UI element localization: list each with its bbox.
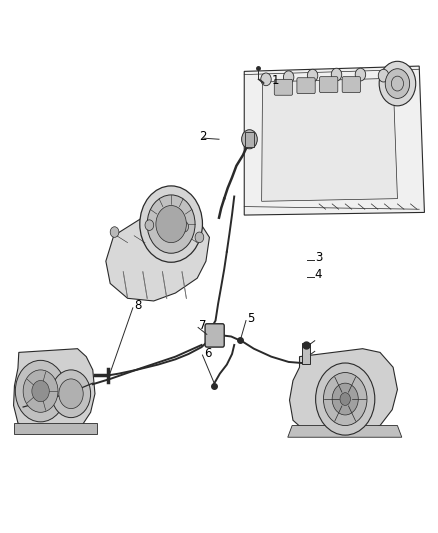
Circle shape (145, 220, 154, 230)
Circle shape (242, 130, 257, 149)
Polygon shape (14, 349, 95, 432)
Circle shape (110, 227, 119, 237)
Text: 1: 1 (271, 74, 279, 86)
FancyBboxPatch shape (14, 423, 97, 433)
FancyBboxPatch shape (153, 209, 188, 237)
Circle shape (15, 360, 66, 422)
Circle shape (156, 206, 186, 243)
Text: 4: 4 (315, 268, 322, 281)
Circle shape (23, 370, 58, 413)
Text: 5: 5 (247, 312, 254, 325)
Circle shape (331, 68, 342, 81)
Circle shape (140, 186, 202, 262)
FancyBboxPatch shape (205, 324, 224, 347)
Circle shape (195, 232, 204, 243)
Polygon shape (290, 349, 397, 432)
Circle shape (307, 69, 318, 82)
Text: 8: 8 (134, 299, 141, 312)
Polygon shape (106, 215, 209, 301)
FancyBboxPatch shape (245, 132, 254, 147)
Circle shape (355, 68, 366, 81)
Circle shape (379, 61, 416, 106)
FancyBboxPatch shape (342, 77, 360, 93)
Circle shape (332, 383, 358, 415)
Circle shape (385, 69, 410, 99)
Circle shape (316, 363, 375, 435)
Polygon shape (261, 78, 397, 201)
Circle shape (283, 71, 294, 84)
Circle shape (340, 393, 350, 406)
Circle shape (147, 195, 195, 253)
Circle shape (59, 379, 83, 409)
Polygon shape (288, 425, 402, 437)
Polygon shape (244, 66, 424, 215)
Circle shape (180, 221, 188, 232)
FancyBboxPatch shape (274, 79, 293, 95)
FancyBboxPatch shape (297, 78, 315, 94)
Circle shape (378, 69, 389, 82)
Text: 3: 3 (315, 251, 322, 264)
Circle shape (323, 373, 367, 425)
FancyBboxPatch shape (320, 77, 338, 93)
Circle shape (51, 370, 91, 418)
Text: 6: 6 (204, 346, 211, 360)
Text: 2: 2 (199, 130, 207, 143)
FancyBboxPatch shape (302, 343, 311, 364)
Text: 7: 7 (199, 319, 207, 332)
Circle shape (261, 73, 271, 86)
Circle shape (32, 381, 49, 402)
